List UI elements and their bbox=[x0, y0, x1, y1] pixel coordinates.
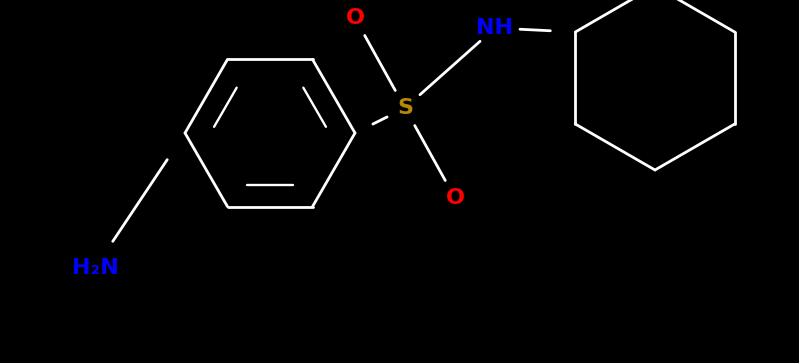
Text: O: O bbox=[446, 188, 464, 208]
Text: NH: NH bbox=[476, 18, 514, 38]
Text: O: O bbox=[345, 8, 364, 28]
Text: S: S bbox=[397, 98, 413, 118]
Text: H₂N: H₂N bbox=[72, 258, 118, 278]
